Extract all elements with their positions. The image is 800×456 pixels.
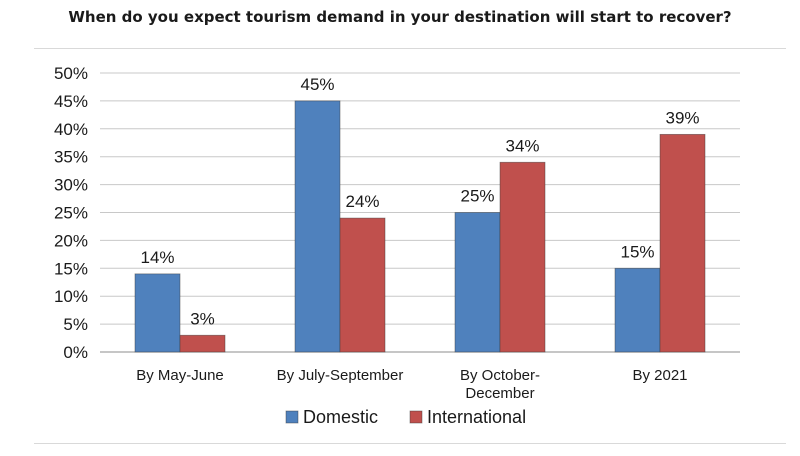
y-tick-label: 40% bbox=[54, 120, 88, 139]
legend-swatch-domestic bbox=[285, 410, 299, 424]
x-tick-label: By July-September bbox=[277, 367, 404, 384]
y-tick-label: 50% bbox=[54, 64, 88, 83]
x-tick-label-line: December bbox=[465, 385, 534, 402]
legend: Domestic International bbox=[285, 407, 526, 427]
x-axis: By May-June By July-September By October-D… bbox=[136, 367, 687, 402]
y-tick-label: 25% bbox=[54, 204, 88, 223]
x-tick-label-line: By May-June bbox=[136, 367, 224, 384]
bar-domestic-1 bbox=[294, 100, 341, 353]
chart-title: When do you expect tourism demand in you… bbox=[68, 8, 732, 26]
bar-domestic-0 bbox=[134, 273, 181, 353]
x-tick-label-line: By July-September bbox=[277, 367, 404, 384]
data-label: 39% bbox=[665, 108, 699, 127]
bar-international-3 bbox=[659, 133, 706, 353]
bar-domestic-2 bbox=[454, 212, 501, 353]
bar-international-1 bbox=[339, 217, 386, 353]
x-tick-label-line: By 2021 bbox=[632, 367, 687, 384]
bar-domestic-3 bbox=[614, 267, 661, 353]
data-labels: 14% 3% 45% 24% 25% 34% 15% 39% bbox=[140, 75, 699, 328]
bar-international-0 bbox=[179, 334, 226, 353]
y-axis: 0% 5% 10% 15% 20% 25% 30% 35% 40% 45% 50% bbox=[54, 64, 88, 362]
top-divider bbox=[34, 48, 786, 49]
x-tick-label: By October-December bbox=[460, 367, 540, 402]
y-tick-label: 0% bbox=[63, 343, 88, 362]
x-tick-label: By 2021 bbox=[632, 367, 687, 384]
bottom-divider bbox=[34, 443, 786, 444]
data-label: 24% bbox=[345, 192, 379, 211]
x-tick-label-line: By October- bbox=[460, 367, 540, 384]
y-tick-label: 30% bbox=[54, 176, 88, 195]
data-label: 45% bbox=[300, 75, 334, 94]
y-tick-label: 20% bbox=[54, 231, 88, 250]
data-label: 3% bbox=[190, 309, 215, 328]
legend-label: Domestic bbox=[303, 407, 378, 427]
data-label: 25% bbox=[460, 187, 494, 206]
bar-international-2 bbox=[499, 161, 546, 353]
x-tick-label: By May-June bbox=[136, 367, 224, 384]
legend-label: International bbox=[427, 407, 526, 427]
y-tick-label: 15% bbox=[54, 259, 88, 278]
data-label: 15% bbox=[620, 242, 654, 261]
y-tick-label: 5% bbox=[63, 315, 88, 334]
legend-swatch-international bbox=[409, 410, 423, 424]
data-label: 34% bbox=[505, 136, 539, 155]
data-label: 14% bbox=[140, 248, 174, 267]
y-tick-label: 35% bbox=[54, 148, 88, 167]
y-tick-label: 45% bbox=[54, 92, 88, 111]
y-tick-label: 10% bbox=[54, 287, 88, 306]
bars bbox=[134, 100, 706, 353]
